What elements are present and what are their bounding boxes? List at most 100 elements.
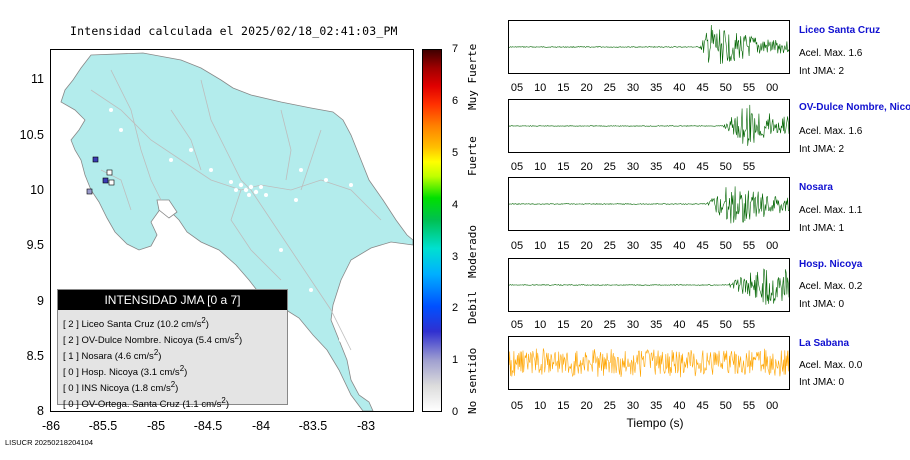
time-tick: 45 — [696, 400, 709, 412]
station-marker-ov-dulce-nombre — [102, 177, 109, 184]
waveform-line — [509, 104, 789, 146]
map-ytick: 9.5 — [26, 238, 44, 252]
time-tick: 35 — [650, 240, 663, 252]
colorbar-tick: 4 — [452, 199, 459, 211]
time-tick: 15 — [557, 319, 570, 331]
legend-close-paren: ) — [225, 399, 229, 411]
city-points — [109, 108, 353, 342]
time-tick: 50 — [719, 161, 732, 173]
map-ytick: 9 — [37, 294, 44, 308]
station-int: Int JMA: 2 — [799, 144, 845, 155]
intensity-legend: INTENSIDAD JMA [0 a 7] [ 2 ] Liceo Santa… — [57, 289, 288, 410]
colorbar-tick: 2 — [452, 302, 459, 314]
trace-ov-dulce-nombre — [508, 99, 790, 153]
station-name: Nosara — [799, 182, 833, 193]
legend-close-paren: ) — [158, 351, 162, 363]
legend-row: [ 1 ] Nosara (4.6 cm/s2) — [63, 348, 161, 362]
time-tick: 30 — [626, 400, 640, 412]
legend-value: (1.1 cm/s — [182, 399, 222, 411]
map-xtick: -83.5 — [298, 419, 328, 433]
costa-rica-map — [60, 52, 414, 412]
station-markers — [86, 156, 115, 195]
time-tick: 45 — [696, 161, 709, 173]
time-tick: 35 — [650, 319, 663, 331]
station-int: Int JMA: 1 — [799, 223, 845, 234]
time-tick: 40 — [673, 240, 686, 252]
time-tick: 05 — [510, 240, 524, 252]
time-tick: 15 — [557, 240, 570, 252]
map-xtick: -86 — [41, 419, 61, 433]
legend-station-name: OV-Ortega. Santa Cruz — [81, 399, 180, 411]
time-tick: 20 — [580, 240, 593, 252]
time-tick: 05 — [510, 82, 524, 94]
waveform — [509, 348, 789, 378]
trace-la-sabana — [508, 336, 790, 390]
legend-value: (3.1 cm/s — [140, 367, 180, 379]
time-tick: 35 — [650, 82, 663, 94]
time-tick: 15 — [557, 82, 570, 94]
time-tick: 30 — [626, 319, 640, 331]
time-tick: 50 — [719, 319, 732, 331]
time-tick: 00 — [766, 82, 779, 94]
time-tick: 40 — [673, 319, 686, 331]
legend-close-paren: ) — [205, 319, 209, 331]
map-xtick: -84.5 — [193, 419, 223, 433]
nicoya-gulf — [156, 199, 178, 219]
time-tick: 45 — [696, 319, 709, 331]
legend-close-paren: ) — [239, 335, 243, 347]
colorbar-label-muy-fuerte: Muy Fuerte — [466, 43, 479, 110]
time-tick: 55 — [742, 319, 756, 331]
waveform-line — [509, 268, 789, 305]
time-tick: 05 — [510, 400, 524, 412]
time-tick: 40 — [673, 400, 686, 412]
legend-title: INTENSIDAD JMA [0 a 7] — [58, 290, 287, 310]
time-tick: 55 — [742, 82, 756, 94]
legend-jma: [ 0 ] — [63, 367, 79, 379]
station-acel: Acel. Max. 1.6 — [799, 48, 863, 59]
station-marker-hosp-nicoya — [106, 169, 113, 176]
map-ytick: 11 — [31, 72, 44, 86]
legend-jma: [ 0 ] — [63, 399, 79, 411]
time-tick: 55 — [742, 240, 756, 252]
waveform — [509, 186, 789, 224]
colorbar-label-no-sentido: No sentido — [466, 347, 479, 414]
legend-station-name: OV-Dulce Nombre. Nicoya — [81, 335, 193, 347]
station-name: Liceo Santa Cruz — [799, 25, 881, 36]
waveform — [509, 104, 789, 146]
station-acel: Acel. Max. 1.6 — [799, 126, 863, 137]
time-tick: 10 — [534, 319, 547, 331]
colorbar-label-debil: Debil — [466, 290, 479, 324]
map-xtick: -84 — [251, 419, 271, 433]
waveform-line — [509, 186, 789, 224]
legend-unit-exp: 2 — [221, 396, 226, 405]
map-xtick: -85.5 — [88, 419, 118, 433]
time-tick: 55 — [742, 161, 756, 173]
costa-rica-landmass — [60, 52, 414, 412]
time-tick: 40 — [673, 161, 686, 173]
map-ytick: 10.5 — [19, 128, 44, 142]
time-tick: 00 — [766, 400, 779, 412]
time-tick: 05 — [510, 161, 524, 173]
legend-station-name: Nosara — [81, 351, 113, 363]
time-tick: 55 — [742, 400, 756, 412]
colorbar-tick: 7 — [452, 43, 459, 55]
colorbar-tick: 1 — [452, 354, 459, 366]
time-tick: 35 — [650, 400, 663, 412]
station-marker-liceo-santa-cruz — [92, 156, 99, 163]
time-tick: 10 — [534, 400, 547, 412]
colorbar-tick: 5 — [452, 147, 459, 159]
intensity-colorbar — [422, 49, 442, 412]
legend-unit-exp: 2 — [179, 364, 185, 373]
legend-value: (4.6 cm/s — [114, 351, 154, 363]
legend-value: (5.4 cm/s — [195, 335, 235, 347]
time-axis-label: Tiempo (s) — [626, 416, 684, 430]
colorbar-tick: 0 — [452, 406, 459, 418]
footer-id: LISUCR 20250218204104 — [5, 438, 93, 447]
time-tick: 10 — [534, 240, 547, 252]
map-xtick: -83 — [356, 419, 376, 433]
legend-jma: [ 2 ] — [63, 319, 79, 331]
legend-value: (1.8 cm/s — [131, 383, 171, 395]
station-acel: Acel. Max. 1.1 — [799, 205, 863, 216]
time-tick: 10 — [534, 82, 547, 94]
legend-unit-exp: 2 — [170, 380, 176, 389]
